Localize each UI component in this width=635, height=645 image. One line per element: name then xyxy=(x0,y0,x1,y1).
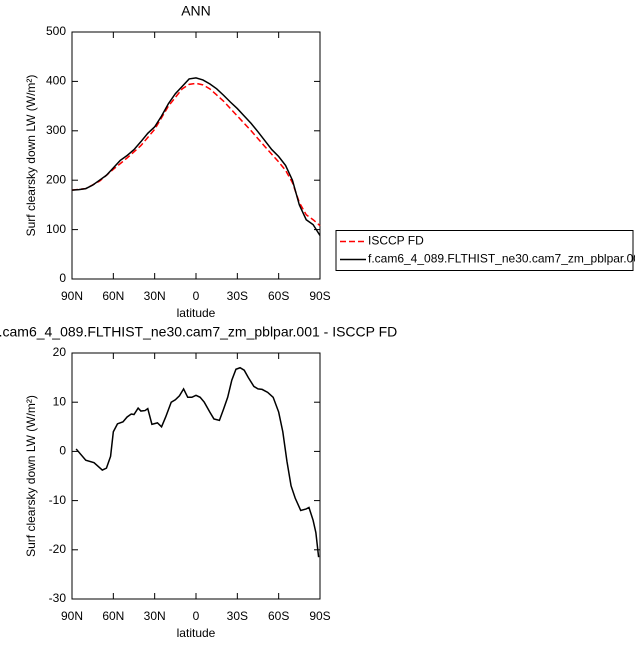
chart-title: f.cam6_4_089.FLTHIST_ne30.cam7_zm_pblpar… xyxy=(0,324,397,340)
y-tick-label: -10 xyxy=(49,493,67,507)
chart-title: ANN xyxy=(181,3,211,19)
x-tick-label: 60S xyxy=(268,609,289,623)
y-tick-label: 0 xyxy=(59,444,66,458)
data-line xyxy=(71,82,321,227)
y-tick-label: 20 xyxy=(53,345,67,359)
legend-label: f.cam6_4_089.FLTHIST_ne30.cam7_zm_pblpar… xyxy=(368,252,635,266)
x-tick-label: 60N xyxy=(102,289,124,303)
x-tick-label: 30N xyxy=(144,609,166,623)
y-axis-label: Surf clearsky down LW (W/m²) xyxy=(24,395,38,557)
data-line xyxy=(71,77,321,236)
y-tick-label: -30 xyxy=(49,591,67,605)
y-tick-label: -20 xyxy=(49,542,67,556)
plot-frame xyxy=(71,31,321,280)
x-tick-label: 90S xyxy=(309,289,330,303)
plot-frame xyxy=(71,352,321,600)
x-tick-label: 90N xyxy=(61,609,83,623)
y-tick-label: 300 xyxy=(46,123,66,137)
y-axis-label: Surf clearsky down LW (W/m²) xyxy=(24,75,38,237)
x-tick-label: 30N xyxy=(144,289,166,303)
y-tick-label: 10 xyxy=(53,394,67,408)
x-tick-label: 90S xyxy=(309,609,330,623)
x-tick-label: 0 xyxy=(193,609,200,623)
x-tick-label: 0 xyxy=(193,289,200,303)
x-tick-label: 30S xyxy=(227,289,248,303)
x-tick-label: 90N xyxy=(61,289,83,303)
y-tick-label: 100 xyxy=(46,222,66,236)
y-tick-label: 400 xyxy=(46,74,66,88)
x-axis-label: latitude xyxy=(177,626,216,640)
y-tick-label: 0 xyxy=(59,271,66,285)
y-tick-label: 500 xyxy=(46,24,66,38)
x-tick-label: 60S xyxy=(268,289,289,303)
legend-box xyxy=(335,230,634,271)
data-line xyxy=(75,366,320,558)
y-tick-label: 200 xyxy=(46,172,66,186)
legend-label: ISCCP FD xyxy=(368,234,424,248)
x-axis-label: latitude xyxy=(177,306,216,320)
x-tick-label: 30S xyxy=(227,609,248,623)
x-tick-label: 60N xyxy=(102,609,124,623)
